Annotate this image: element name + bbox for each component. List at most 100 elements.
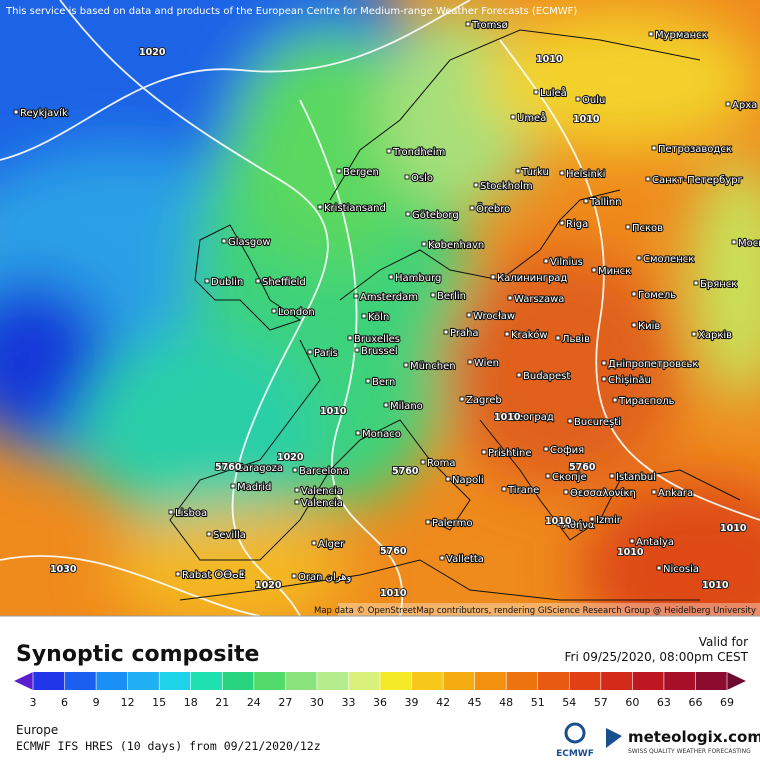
city-label: Napoli	[452, 475, 484, 486]
colorbar-tick-label: 51	[531, 696, 545, 709]
colorbar-segment	[159, 672, 192, 690]
city-label: Göteborg	[412, 210, 459, 221]
city-label: София	[550, 445, 584, 456]
city-marker	[443, 329, 449, 335]
city-label: Örebro	[476, 202, 510, 215]
city-label: Vilnius	[550, 257, 583, 268]
city-marker	[691, 331, 697, 337]
city-label: Madrid	[237, 482, 271, 493]
city-marker	[229, 464, 235, 470]
isobar-label: 1010	[702, 580, 729, 591]
city-label: Zagreb	[466, 395, 502, 406]
colorbar-tick-label: 30	[310, 696, 324, 709]
city-label: Псков	[632, 223, 663, 234]
colorbar-segment	[127, 672, 160, 690]
meteologix-logo: meteologix.com SWISS QUALITY WEATHER FOR…	[606, 728, 760, 755]
colorbar-tick-label: 48	[499, 696, 513, 709]
brand: meteologix.com	[628, 728, 760, 746]
tagline: SWISS QUALITY WEATHER FORECASTING	[628, 748, 751, 755]
city-label: Umeå	[517, 111, 546, 124]
city-label: Riga	[566, 219, 588, 230]
city-marker	[439, 555, 445, 561]
city-marker	[467, 359, 473, 365]
colorbar-tick-label: 39	[405, 696, 419, 709]
city-marker	[651, 145, 657, 151]
city-marker	[425, 519, 431, 525]
city-label: Bruxelles	[354, 334, 400, 345]
colorbar-segment	[443, 672, 476, 690]
colorbar-segment	[600, 672, 633, 690]
city-marker	[336, 168, 342, 174]
city-label: Antalya	[636, 537, 674, 548]
colorbar-tick-label: 66	[688, 696, 702, 709]
colorbar-under	[14, 672, 33, 690]
city-label: Мурманск	[655, 30, 708, 41]
colorbar-tick-label: 63	[657, 696, 671, 709]
city-marker	[388, 274, 394, 280]
isobar-label: 1010	[536, 54, 563, 65]
colorbar-segment	[285, 672, 318, 690]
city-label: Glasgow	[228, 237, 271, 248]
attribution: This service is based on data and produc…	[5, 6, 577, 17]
city-label: Oran وهران	[298, 572, 352, 583]
city-label: Lisboa	[175, 508, 207, 519]
panel-title: Synoptic composite	[16, 642, 259, 667]
city-label: Тирасполь	[618, 396, 675, 407]
colorbar-tick-label: 42	[436, 696, 450, 709]
city-label: Москва	[738, 238, 760, 249]
city-marker	[591, 267, 597, 273]
city-marker	[601, 376, 607, 382]
city-label: Brussel	[361, 346, 398, 357]
colorbar-segment	[222, 672, 255, 690]
colorbar: 3 6 9 12 15 18 21 24 27 30 33 36 39 42 45 48 51 54 57 60 63 6…	[14, 672, 746, 709]
isobar-label: 1010	[617, 547, 644, 558]
city-marker	[693, 280, 699, 286]
city-label: Sheffield	[262, 277, 306, 288]
city-marker	[556, 521, 562, 527]
city-label: Дніпропетровськ	[608, 358, 698, 370]
city-marker	[555, 335, 561, 341]
city-marker	[230, 483, 236, 489]
colorbar-over	[727, 672, 746, 690]
city-marker	[292, 467, 298, 473]
city-label: Bergen	[343, 167, 379, 178]
city-label: Palermo	[432, 518, 472, 529]
colorbar-segment	[411, 672, 444, 690]
city-label: Θεσσαλονίκη	[570, 487, 636, 499]
colorbar-tick-label: 21	[215, 696, 229, 709]
city-label: Zaragoza	[236, 463, 283, 474]
colorbar-tick-label: 54	[562, 696, 576, 709]
city-marker	[473, 182, 479, 188]
isobar-label: 5760	[215, 462, 242, 473]
city-label: København	[428, 240, 484, 251]
city-marker	[543, 258, 549, 264]
city-label: București	[574, 417, 621, 428]
city-label: Львів	[562, 333, 590, 345]
city-marker	[168, 509, 174, 515]
city-marker	[13, 109, 19, 115]
colorbar-tick-label: 9	[93, 696, 100, 709]
city-label: Београд	[510, 412, 554, 423]
ecmwf-text: ECMWF	[556, 749, 594, 759]
city-label: Amsterdam	[360, 292, 418, 303]
city-label: Wien	[474, 358, 499, 369]
city-label: Арха	[732, 100, 757, 111]
colorbar-tick-label: 69	[720, 696, 734, 709]
city-marker	[404, 174, 410, 180]
city-marker	[294, 499, 300, 505]
city-marker	[612, 397, 618, 403]
colorbar-segment	[632, 672, 665, 690]
city-marker	[403, 362, 409, 368]
colorbar-tick-label: 6	[61, 696, 68, 709]
city-marker	[420, 459, 426, 465]
city-marker	[175, 571, 181, 577]
city-marker	[543, 446, 549, 452]
colorbar-segment	[348, 672, 381, 690]
city-label: Trondheim	[392, 147, 445, 158]
city-label: Калининград	[497, 273, 567, 284]
isobar-label: 1010	[573, 114, 600, 125]
city-marker	[515, 168, 521, 174]
city-marker	[355, 430, 361, 436]
city-label: Valencia	[301, 486, 343, 497]
